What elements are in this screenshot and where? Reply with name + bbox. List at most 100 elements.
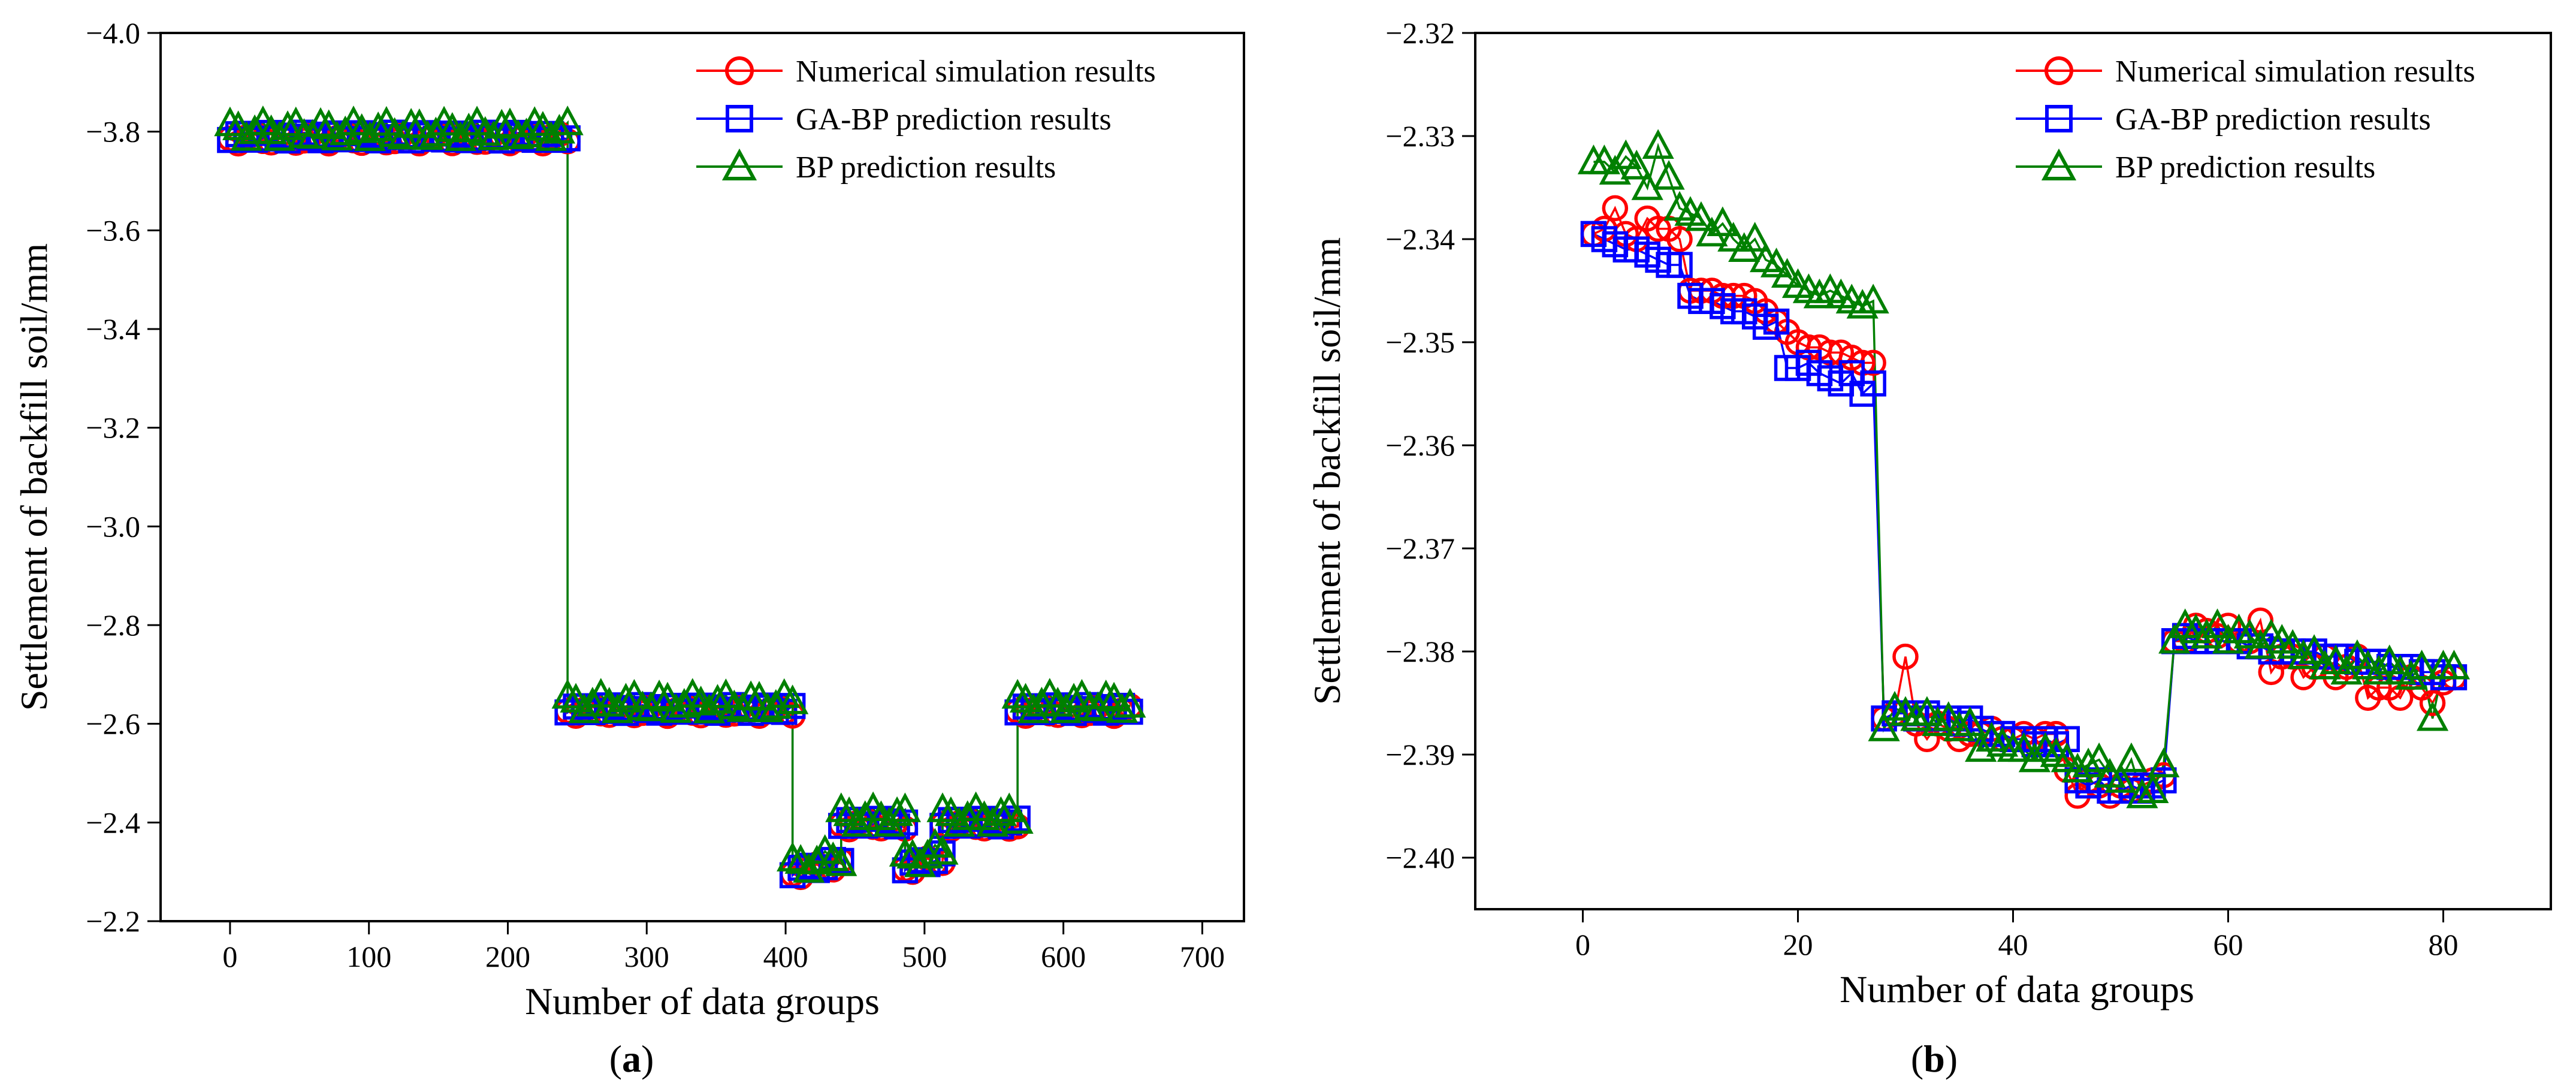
legend-b: Numerical simulation results GA-BP predi…: [2016, 55, 2475, 185]
data-point-bp: [1771, 258, 1804, 288]
data-point-bp: [2298, 634, 2330, 664]
data-point-bp: [926, 835, 959, 865]
data-point-bp: [1760, 248, 1793, 277]
data-point-bp: [919, 828, 952, 858]
data-point-bp: [1090, 679, 1122, 710]
y-axis-title-b: Settlement of backfill soil/mm: [1306, 237, 1348, 705]
data-point-bp: [444, 121, 477, 151]
series-lines-a: [229, 120, 1131, 879]
legend-circle-marker-icon: [2045, 56, 2073, 85]
data-point-bp: [230, 120, 262, 151]
data-point-numerical: [1892, 643, 1919, 670]
data-point-bp: [2212, 623, 2245, 654]
legend-label-bp: BP prediction results: [796, 150, 1056, 185]
data-point-bp: [952, 800, 984, 830]
data-point-bp: [2406, 649, 2438, 680]
data-point-bp: [2050, 742, 2083, 773]
data-point-bp: [926, 792, 959, 822]
y-tick-label: −2.4: [86, 806, 140, 839]
x-tick-label: 0: [222, 940, 237, 973]
data-point-bp: [2416, 701, 2449, 731]
y-tick-label: −2.8: [86, 608, 140, 642]
series-markers-bp: [214, 105, 1146, 883]
data-point-bp: [660, 693, 692, 723]
data-point-bp: [2072, 747, 2104, 777]
legend-label-numerical-b: Numerical simulation results: [2115, 55, 2475, 89]
data-point-bp: [1588, 144, 1620, 174]
data-point-bp: [701, 684, 734, 714]
legend-entry-gabp-b: GA-BP prediction results: [2016, 102, 2431, 137]
data-point-bp: [1954, 706, 1986, 737]
y-tick-label: −2.36: [1385, 429, 1455, 462]
panel-label-a: (a): [609, 1037, 654, 1080]
legend-a: Numerical simulation results GA-BP predi…: [696, 55, 1156, 185]
data-point-bp: [2330, 654, 2363, 685]
series-line-numerical: [229, 132, 1131, 879]
data-point-bp: [2007, 732, 2040, 762]
data-point-bp: [889, 792, 922, 822]
data-point-bp: [1868, 711, 1900, 741]
data-point-bp: [2083, 742, 2115, 773]
data-point-gabp: [987, 813, 1014, 840]
data-point-bp: [817, 841, 849, 871]
data-point-bp: [2191, 619, 2223, 648]
data-point-bp: [2137, 773, 2169, 803]
data-point-bp: [1943, 711, 1976, 741]
series-markers-b: [1577, 129, 2471, 809]
data-point-bp: [1114, 687, 1146, 718]
data-point-bp: [1932, 701, 1965, 731]
y-tick-label: −3.2: [86, 411, 140, 445]
data-point-bp: [412, 120, 444, 150]
data-point-bp: [354, 121, 386, 151]
legend-entry-numerical-b: Numerical simulation results: [2016, 55, 2475, 89]
legend-label-gabp: GA-BP prediction results: [796, 102, 1112, 137]
data-point-bp: [1058, 683, 1090, 713]
y-tick-label: −2.2: [86, 904, 140, 938]
data-point-bp: [1728, 232, 1760, 262]
y-tick-label: −2.37: [1385, 532, 1455, 565]
y-tick-label: −2.33: [1385, 119, 1455, 153]
data-point-bp: [777, 684, 809, 714]
data-point-bp: [551, 678, 584, 709]
data-point-bp: [825, 792, 857, 822]
data-point-bp: [214, 106, 246, 137]
data-point-gabp: [884, 813, 910, 840]
data-point-numerical: [1645, 216, 1671, 242]
data-point-bp: [1017, 693, 1050, 723]
x-tick-label: 700: [1180, 940, 1225, 973]
y-axis-title-a: Settlement of backfill soil/mm: [13, 243, 55, 711]
series-markers-gabp: [1580, 221, 2468, 804]
data-point-bp: [2201, 608, 2234, 638]
legend-triangle-marker-icon: [721, 148, 757, 180]
data-point-bp: [2276, 629, 2309, 659]
data-point-bp: [2104, 763, 2137, 793]
data-point-bp: [2363, 654, 2395, 685]
data-point-bp: [751, 692, 784, 723]
legend-square-marker-icon: [2045, 105, 2073, 132]
data-point-numerical: [2419, 690, 2446, 716]
data-point-bp: [643, 679, 675, 710]
data-point-bp: [2018, 742, 2050, 773]
data-point-bp: [849, 800, 881, 830]
legend-label-numerical: Numerical simulation results: [796, 55, 1156, 89]
data-point-bp: [576, 686, 609, 717]
data-point-bp: [2233, 619, 2266, 648]
data-point-bp: [1922, 706, 1954, 737]
y-tick-label: −2.35: [1385, 325, 1455, 359]
data-point-gabp: [892, 809, 919, 836]
data-point-bp: [1707, 206, 1739, 236]
x-tick-label: 400: [763, 940, 808, 973]
series-line-bp: [229, 120, 1131, 872]
data-point-bp: [1685, 201, 1717, 231]
data-point-bp: [1653, 159, 1685, 190]
x-tick-label: 100: [346, 940, 391, 973]
tick-group-b: 0 20 40 60 80 −2.40 −2.39 −2.38 −2.37 −2.36 −2.35 −…: [1385, 16, 2458, 961]
data-point-bp: [1717, 222, 1750, 252]
data-point-bp: [1965, 732, 1997, 762]
data-point-bp: [1001, 804, 1034, 834]
data-point-bp: [1642, 129, 1674, 159]
y-tick-label: −2.6: [86, 707, 140, 741]
plot-frame-a: [159, 32, 1245, 922]
data-point-bp: [881, 796, 913, 826]
